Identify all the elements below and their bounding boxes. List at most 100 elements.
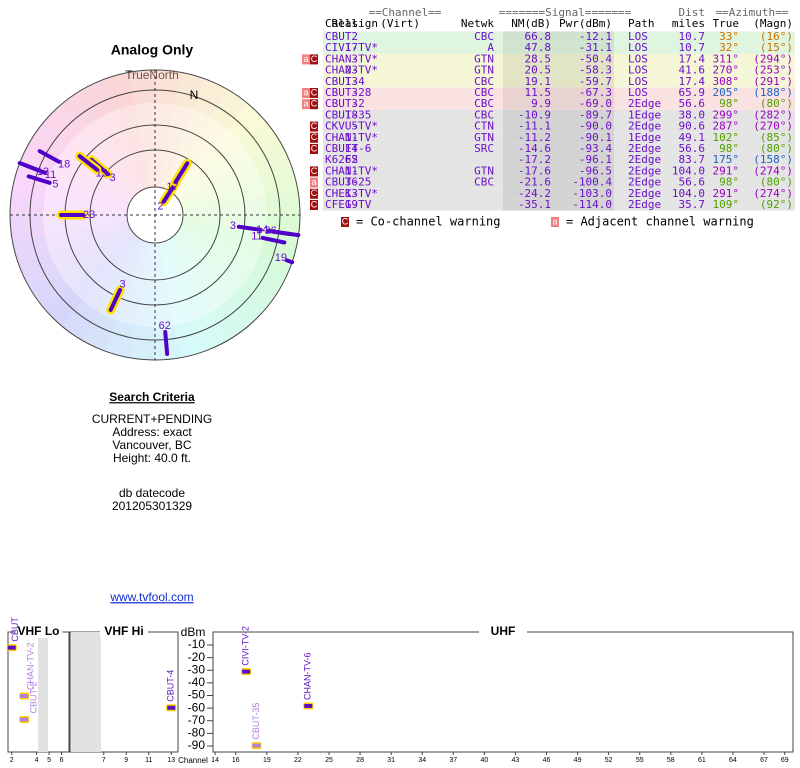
cell-dist: 104.0	[672, 164, 705, 177]
x-tick-label: 4	[35, 757, 39, 764]
cell-path: 2Edge	[628, 187, 661, 200]
warn-badge-text: C	[311, 54, 318, 64]
cell-pwr: -58.3	[579, 64, 612, 77]
cell-netwk: CBC	[474, 97, 494, 110]
sector	[43, 215, 155, 327]
cell-callsign: CBUT	[325, 30, 352, 43]
cell-real: 36	[345, 176, 358, 189]
cell-az: 32°	[719, 41, 739, 54]
warn-badge-text: C	[311, 188, 318, 198]
cell-az: 205°	[713, 86, 740, 99]
title: Analog Only	[111, 42, 194, 58]
sector	[155, 121, 281, 215]
cell-callsign: CHEK-TV*	[325, 187, 378, 200]
uhf-panel	[212, 631, 794, 753]
legend-badge: a	[552, 216, 557, 226]
sector	[129, 69, 155, 215]
warn-badge	[310, 132, 318, 143]
cell-az: 291°	[713, 187, 740, 200]
x-tick-label: 19	[263, 757, 271, 764]
cell-path: 2Edge	[628, 97, 661, 110]
cell-callsign: K62FS	[325, 153, 358, 166]
cell-pwr: -114.0	[572, 198, 612, 211]
search-line: Height: 40.0 ft.	[113, 451, 191, 465]
station-table: ==Channel== =======Signal======= Dist ==Azi…	[302, 6, 795, 229]
warn-badge-text: C	[311, 199, 318, 209]
cell-path: 1Edge	[628, 131, 661, 144]
y-tick-label: -70	[188, 713, 206, 727]
sector	[155, 215, 292, 288]
cell-magn: (291°)	[753, 75, 793, 88]
sector	[129, 215, 155, 360]
signal-shade	[503, 76, 614, 88]
cell-real: 18	[345, 108, 358, 121]
cell-nm: 19.1	[525, 75, 552, 88]
y-tick-label: -10	[188, 637, 206, 651]
cell-nm: 20.5	[525, 64, 552, 77]
cell-path: LOS	[628, 64, 648, 77]
cell-magn: (16°)	[760, 30, 793, 43]
cell-pwr: -67.3	[579, 86, 612, 99]
warn-badge	[302, 54, 310, 65]
cell-az: 109°	[713, 198, 740, 211]
shade	[38, 632, 48, 752]
x-axis-label: Channel	[178, 756, 208, 765]
cell-netwk: CBC	[474, 176, 494, 189]
sector	[155, 142, 292, 215]
sector	[155, 103, 267, 215]
station-line	[161, 181, 178, 204]
cell-magn: (253°)	[753, 64, 793, 77]
warn-badge	[310, 166, 318, 177]
cell-callsign: CIVI-TV*	[325, 41, 378, 54]
north-label: TrueNorth	[125, 68, 179, 82]
row-bg	[323, 143, 795, 155]
cell-magn: (80°)	[760, 97, 793, 110]
cell-magn: (274°)	[753, 187, 793, 200]
cell-pwr: -59.7	[579, 75, 612, 88]
cell-nm: 28.5	[525, 52, 552, 65]
sector	[29, 215, 155, 309]
warn-badge	[310, 200, 318, 210]
cell-netwk: GTN	[474, 52, 494, 65]
cell-magn: (294°)	[753, 52, 793, 65]
x-tick-label: 34	[418, 757, 426, 764]
y-tick-label: -20	[188, 650, 206, 664]
search-line: CURRENT+PENDING	[92, 412, 212, 426]
x-tick-label: 61	[698, 757, 706, 764]
x-tick-label: 25	[325, 757, 333, 764]
header-group: =======Signal=======	[499, 6, 632, 19]
signal-shade	[503, 87, 614, 99]
cell-pwr: -12.1	[579, 30, 612, 43]
station-label: CBUT-2	[29, 681, 39, 713]
datecode: 201205301329	[112, 499, 192, 513]
warn-badge-text: C	[311, 121, 318, 131]
cell-magn: (282°)	[753, 108, 793, 121]
y-tick-label: -50	[188, 688, 206, 702]
cell-magn: (80°)	[760, 176, 793, 189]
cell-magn: (80°)	[760, 142, 793, 155]
cell-path: LOS	[628, 41, 648, 54]
sector	[155, 215, 228, 352]
column-header: NM(dB)	[511, 17, 551, 30]
cell-real: 3	[351, 52, 358, 65]
cell-az: 287°	[713, 120, 740, 133]
station-label: CBUT-35	[251, 703, 261, 740]
cell-az: 308°	[713, 75, 740, 88]
signal-shade	[503, 188, 614, 200]
warn-badge	[302, 99, 310, 110]
station-label: CBUT-4	[166, 670, 176, 702]
cell-real: 3	[351, 97, 358, 110]
cell-pwr: -96.5	[579, 164, 612, 177]
cell-real: 17	[345, 41, 358, 54]
band-label: VHF Hi	[104, 624, 143, 638]
station-line	[26, 174, 52, 185]
cell-nm: -14.6	[518, 142, 551, 155]
cell-real: 5	[351, 120, 358, 133]
signal-shade	[503, 65, 614, 77]
link[interactable]: www.tvfool.com	[109, 590, 193, 604]
cell-pwr: -96.1	[579, 153, 612, 166]
station-channel: 62	[159, 320, 171, 332]
cell-nm: -11.1	[518, 120, 551, 133]
station-line	[236, 224, 263, 232]
y-tick-label: -30	[188, 662, 206, 676]
